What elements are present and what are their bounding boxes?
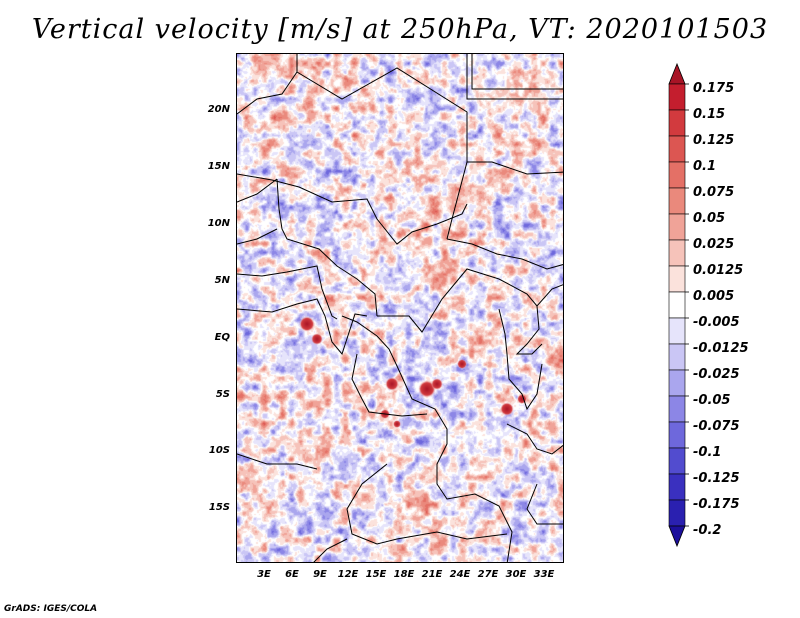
border-line — [296, 54, 468, 240]
colorbar-label: -0.1 — [693, 445, 722, 460]
border-line — [237, 228, 278, 245]
colorbar-label: -0.125 — [693, 471, 740, 486]
colorbar-swatch — [668, 473, 686, 501]
colorbar-label: 0.05 — [693, 211, 726, 226]
x-tick-label: 18E — [393, 569, 415, 580]
colorbar-swatch — [668, 317, 686, 345]
colorbar-swatch — [668, 83, 686, 111]
colorbar-label: 0.025 — [693, 237, 735, 252]
border-line — [237, 265, 338, 320]
colorbar-swatch — [668, 369, 686, 397]
border-line — [526, 483, 563, 525]
border-line — [467, 161, 563, 175]
border-line — [506, 423, 563, 455]
colorbar-label: 0.125 — [693, 133, 735, 148]
colorbar-swatch — [668, 109, 686, 137]
footer-credit: GrADS: IGES/COLA — [4, 604, 98, 614]
x-tick-label: 15E — [365, 569, 387, 580]
border-line — [346, 463, 508, 545]
y-tick-label: 10S — [208, 445, 230, 456]
colorbar-label: -0.175 — [693, 497, 740, 512]
colorbar-swatch — [668, 395, 686, 423]
colorbar-swatch — [668, 343, 686, 371]
y-tick-label: 10N — [207, 218, 230, 229]
border-line — [351, 353, 428, 417]
colorbar-swatch — [668, 291, 686, 319]
x-tick-label: 27E — [477, 569, 499, 580]
colorbar-swatch — [668, 265, 686, 293]
border-line — [377, 268, 563, 333]
border-line — [498, 308, 543, 411]
x-tick-label: 30E — [505, 569, 527, 580]
map-title: Vertical velocity [m/s] at 250hPa, VT: 2… — [31, 14, 769, 45]
x-tick-label: 9E — [313, 569, 327, 580]
vertical-velocity-field — [237, 54, 563, 562]
colorbar-swatch — [668, 447, 686, 475]
border-line — [466, 54, 563, 100]
border-line — [237, 453, 318, 470]
y-tick-label: 15N — [207, 161, 230, 172]
colorbar-label: -0.05 — [693, 393, 731, 408]
colorbar-swatch — [668, 135, 686, 163]
colorbar-label: -0.2 — [693, 523, 722, 538]
border-line — [237, 178, 278, 203]
colorbar-top-arrow — [668, 62, 686, 85]
border-line — [515, 305, 543, 355]
y-tick-label: 5S — [215, 389, 230, 400]
border-line — [237, 173, 468, 245]
colorbar-label: 0.15 — [693, 107, 726, 122]
border-line — [471, 54, 563, 90]
colorbar-label: -0.0125 — [693, 341, 749, 356]
colorbar-label: -0.075 — [693, 419, 740, 434]
x-tick-label: 21E — [421, 569, 443, 580]
colorbar-swatch — [668, 499, 686, 527]
colorbar-label: 0.005 — [693, 289, 735, 304]
colorbar-swatch — [668, 161, 686, 189]
y-tick-label: EQ — [214, 332, 230, 343]
colorbar-label: 0.075 — [693, 185, 735, 200]
colorbar-swatch — [668, 421, 686, 449]
colorbar-swatch — [668, 213, 686, 241]
colorbar-label: 0.175 — [693, 81, 735, 96]
y-tick-label: 15S — [208, 502, 230, 513]
border-line — [313, 538, 348, 562]
colorbar-swatch — [668, 239, 686, 267]
border-line — [237, 298, 368, 356]
border-line — [237, 71, 298, 115]
y-tick-label: 5N — [214, 275, 230, 286]
x-tick-label: 24E — [449, 569, 471, 580]
x-tick-label: 33E — [533, 569, 555, 580]
country-borders — [237, 54, 563, 562]
border-line — [276, 178, 378, 317]
colorbar-swatch — [668, 187, 686, 215]
colorbar-label: -0.025 — [693, 367, 740, 382]
border-line — [341, 315, 513, 562]
y-tick-label: 20N — [207, 104, 230, 115]
colorbar-bottom-arrow — [668, 525, 686, 548]
colorbar-label: 0.1 — [693, 159, 717, 174]
x-tick-label: 3E — [257, 569, 271, 580]
colorbar-label: -0.005 — [693, 315, 740, 330]
border-line — [446, 238, 563, 270]
x-tick-label: 6E — [285, 569, 299, 580]
x-tick-label: 12E — [337, 569, 359, 580]
map-plot-area — [236, 53, 564, 563]
colorbar-label: 0.0125 — [693, 263, 744, 278]
